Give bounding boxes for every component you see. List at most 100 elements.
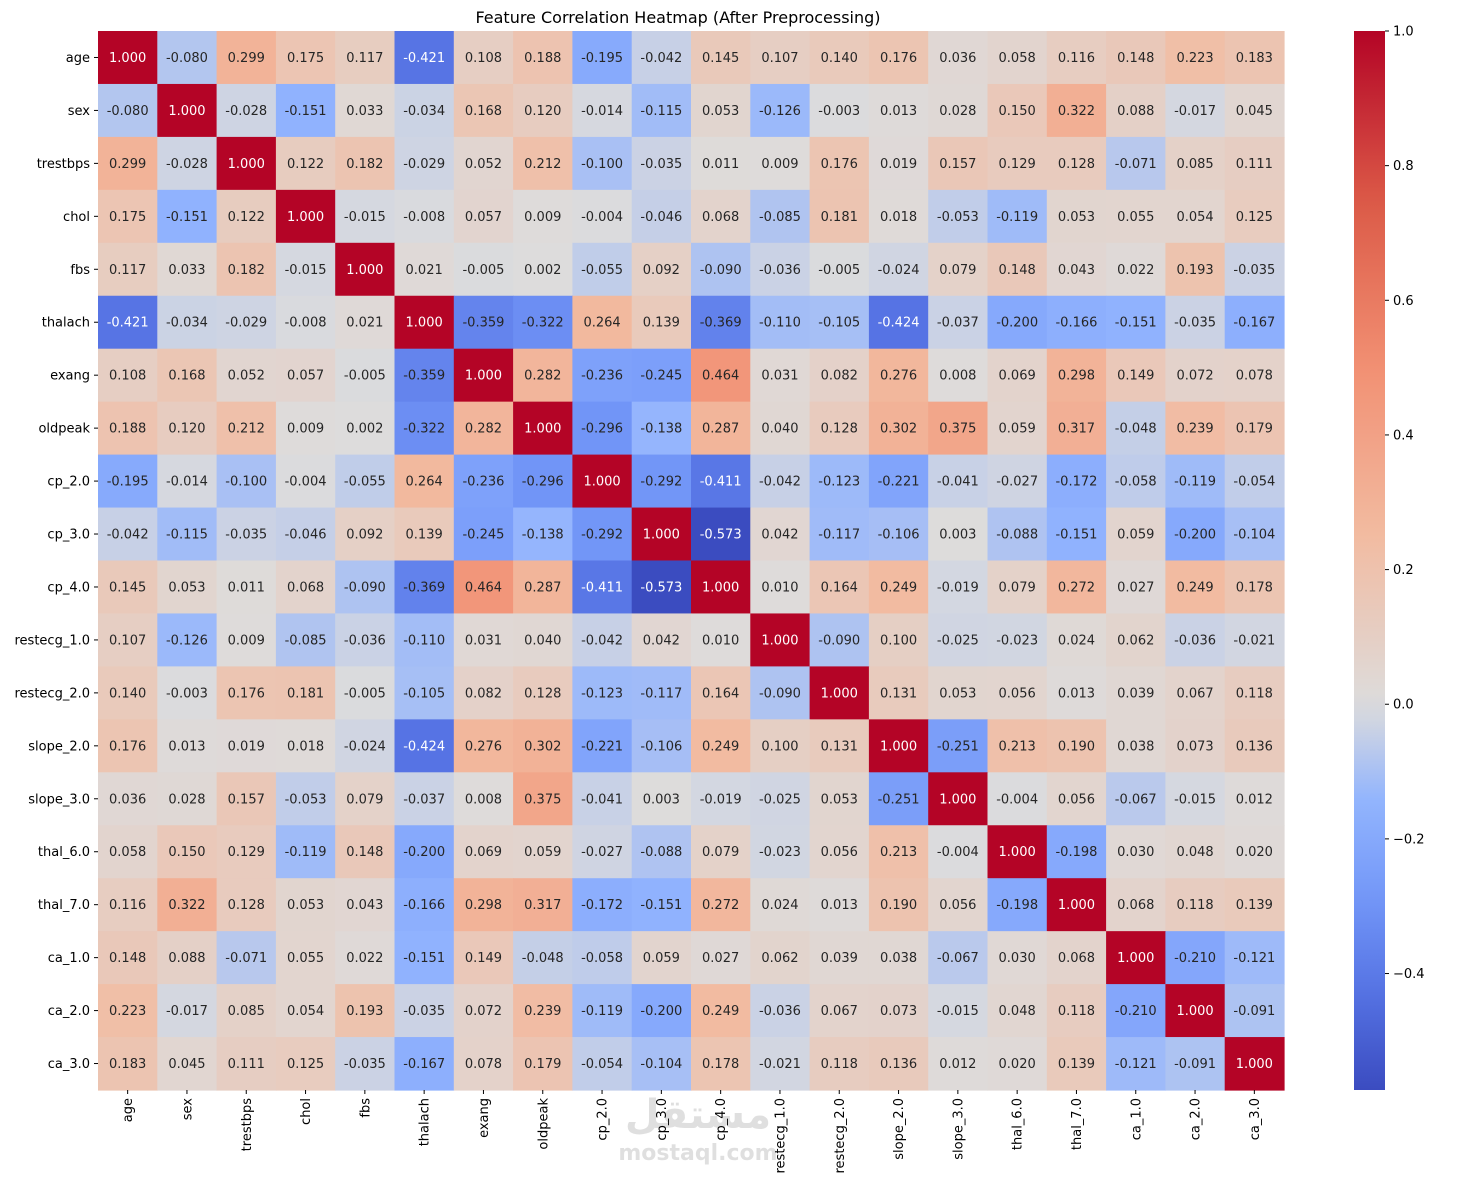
cell-value-label: -0.054 (1233, 475, 1275, 490)
heatmap-cell (631, 401, 692, 456)
heatmap-cell (453, 507, 514, 562)
heatmap-cell (1106, 401, 1166, 456)
heatmap-cell (691, 136, 751, 191)
cell-value-label: 0.057 (465, 210, 502, 225)
cell-value-label: -0.021 (759, 1057, 801, 1072)
heatmap-cell (335, 560, 396, 615)
heatmap-cell (216, 136, 277, 191)
cell-value-label: 0.116 (1058, 51, 1095, 66)
cell-value-label: 0.012 (939, 1057, 976, 1072)
heatmap-cell (928, 31, 989, 85)
cell-value-label: 1.000 (524, 422, 561, 437)
cell-value-label: -0.151 (403, 951, 445, 966)
heatmap-cell (691, 931, 751, 985)
y-tick-label: age (66, 51, 90, 66)
cell-value-label: 0.040 (524, 633, 561, 648)
heatmap-cell (928, 242, 989, 297)
cell-value-label: 1.000 (702, 580, 739, 595)
cell-value-label: 0.136 (1236, 739, 1273, 754)
cell-value-label: 0.059 (643, 951, 680, 966)
heatmap-cell (98, 984, 158, 1038)
heatmap-cell (750, 189, 811, 244)
cell-value-label: -0.005 (344, 369, 386, 384)
colorbar-tick-label: 0.8 (1393, 159, 1414, 174)
cell-value-label: -0.088 (640, 845, 682, 860)
cell-value-label: 0.375 (524, 792, 561, 807)
heatmap-cell (868, 136, 929, 191)
heatmap-cell (1046, 507, 1107, 562)
heatmap-cell (1046, 454, 1107, 509)
heatmap-cell (513, 348, 573, 403)
cell-value-label: -0.024 (344, 739, 386, 754)
cell-value-label: -0.067 (937, 951, 979, 966)
cell-value-label: 0.092 (346, 528, 383, 543)
cell-value-label: -0.151 (1115, 316, 1157, 331)
cell-value-label: -0.106 (878, 528, 920, 543)
chart-title: Feature Correlation Heatmap (After Prepr… (475, 8, 880, 27)
heatmap-cell (275, 295, 336, 350)
heatmap-cell (1165, 136, 1226, 191)
heatmap-cell (809, 136, 870, 191)
cell-value-label: 0.223 (109, 1004, 146, 1019)
cell-value-label: 1.000 (109, 51, 146, 66)
heatmap-cell (868, 719, 929, 773)
cell-value-label: -0.034 (403, 104, 445, 119)
cell-value-label: 0.013 (880, 104, 917, 119)
heatmap-cell (275, 401, 336, 456)
heatmap-cell (98, 825, 158, 879)
cell-value-label: -0.138 (522, 528, 564, 543)
cell-value-label: 0.148 (109, 951, 146, 966)
cell-value-label: -0.004 (937, 845, 979, 860)
heatmap-cell (275, 507, 336, 562)
cell-value-label: 0.053 (821, 792, 858, 807)
heatmap-cell (1165, 560, 1226, 615)
cell-value-label: 1.000 (999, 845, 1036, 860)
heatmap-cell (335, 507, 396, 562)
heatmap-cell (335, 772, 396, 826)
heatmap-cell (1165, 242, 1226, 297)
cell-value-label: 0.272 (1058, 580, 1095, 595)
cell-value-label: -0.004 (581, 210, 623, 225)
cell-value-label: -0.167 (1233, 316, 1275, 331)
heatmap-cell (691, 189, 751, 244)
heatmap-cell (335, 878, 396, 932)
cell-value-label: 0.054 (1176, 210, 1213, 225)
x-tick-label: cp_4.0 (714, 1098, 729, 1141)
heatmap-cell (157, 878, 218, 932)
cell-value-label: 0.299 (109, 157, 146, 172)
cell-value-label: 0.052 (465, 157, 502, 172)
heatmap-cell (987, 348, 1048, 403)
heatmap-cell (394, 1037, 455, 1091)
x-tick-label: sex (180, 1098, 195, 1121)
cell-value-label: 0.088 (1117, 104, 1154, 119)
cell-value-label: -0.195 (107, 475, 149, 490)
heatmap-cell (275, 83, 336, 138)
heatmap-cell (1165, 719, 1226, 773)
heatmap-cell (453, 772, 514, 826)
cell-value-label: -0.003 (166, 686, 208, 701)
heatmap-cell (1106, 295, 1166, 350)
cell-value-label: -0.195 (581, 51, 623, 66)
x-tick-label: cp_3.0 (655, 1098, 670, 1141)
heatmap-cell (750, 454, 811, 509)
heatmap-cell (987, 189, 1048, 244)
cell-value-label: 0.011 (228, 580, 265, 595)
cell-value-label: 0.168 (168, 369, 205, 384)
cell-value-label: 0.021 (346, 316, 383, 331)
heatmap-cell (98, 666, 158, 720)
cell-value-label: 0.013 (821, 898, 858, 913)
cell-value-label: 0.079 (346, 792, 383, 807)
heatmap-cell (216, 931, 277, 985)
heatmap-cell (216, 825, 277, 879)
heatmap-cell (987, 295, 1048, 350)
cell-value-label: 0.024 (761, 898, 798, 913)
colorbar-tick-label: −0.4 (1393, 967, 1425, 982)
heatmap-cell (572, 984, 633, 1038)
cell-value-label: 0.136 (880, 1057, 917, 1072)
cell-value-label: 0.003 (643, 792, 680, 807)
cell-value-label: -0.236 (581, 369, 623, 384)
heatmap-cell (809, 666, 870, 720)
cell-value-label: 1.000 (1117, 951, 1154, 966)
heatmap-cell (453, 666, 514, 720)
heatmap-cell (631, 666, 692, 720)
